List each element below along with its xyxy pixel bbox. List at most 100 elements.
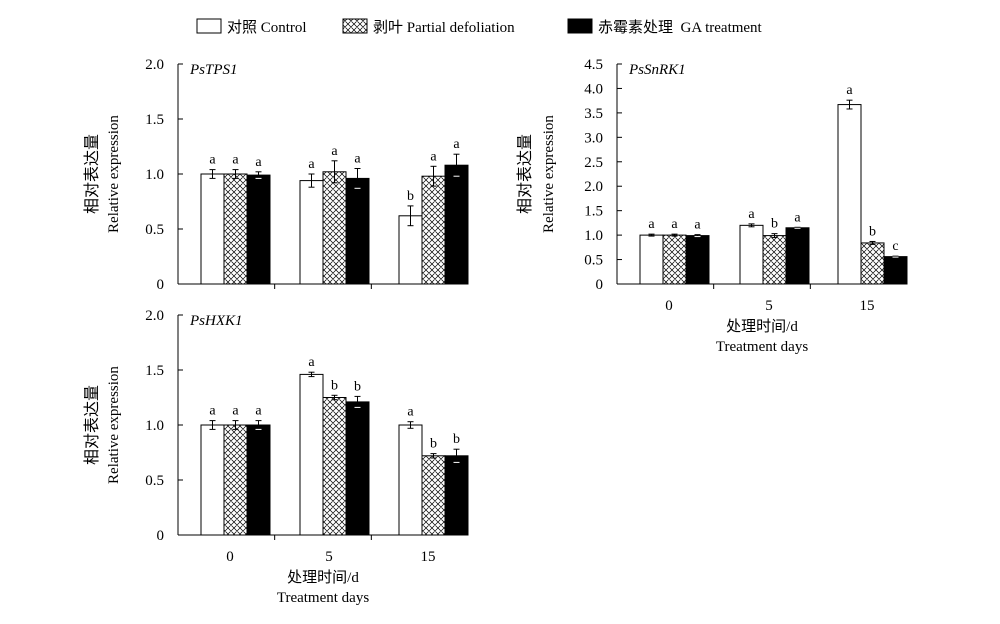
- significance-letter: a: [308, 355, 315, 370]
- bar: [398, 424, 423, 536]
- y-tick-label: 2.0: [145, 308, 164, 324]
- bar: [685, 235, 710, 285]
- y-tick-label: 0: [596, 277, 604, 293]
- significance-letter: a: [354, 152, 361, 167]
- y-axis-label: Relative expression: [106, 366, 122, 484]
- bar: [444, 164, 469, 285]
- bar: [662, 234, 687, 285]
- legend-label-ga: 赤霉素处理 GA treatment: [598, 19, 763, 36]
- bar: [739, 224, 764, 285]
- x-axis-label: Treatment days: [716, 339, 809, 355]
- bar: [322, 171, 347, 285]
- y-tick-label: 3.0: [584, 130, 603, 146]
- significance-letter: a: [255, 404, 262, 419]
- bar: [345, 401, 370, 536]
- legend: 对照 Control 剥叶 Partial defoliation 赤霉素处理 …: [196, 18, 763, 36]
- y-tick-label: 0.5: [145, 222, 164, 238]
- y-tick-label: 2.5: [584, 155, 603, 171]
- x-tick-label: 15: [421, 549, 436, 565]
- significance-letter: b: [430, 437, 437, 452]
- legend-swatch-defoliation: [342, 18, 368, 34]
- significance-letter: b: [331, 378, 338, 393]
- y-tick-label: 1.0: [145, 167, 164, 183]
- x-tick-label: 5: [765, 298, 773, 314]
- x-tick-label: 0: [665, 298, 673, 314]
- significance-letter: a: [255, 155, 262, 170]
- significance-letter: c: [892, 239, 898, 254]
- y-axis-label: Relative expression: [541, 115, 557, 233]
- bar: [785, 227, 810, 285]
- y-tick-label: 3.5: [584, 106, 603, 122]
- significance-letter: a: [648, 217, 655, 232]
- legend-swatch-ga: [567, 18, 593, 34]
- bar: [223, 424, 248, 536]
- bar: [322, 397, 347, 536]
- y-axis-label-cn: 相对表达量: [516, 134, 534, 214]
- bar: [299, 373, 324, 536]
- significance-letter: b: [771, 217, 778, 232]
- bar: [299, 180, 324, 285]
- x-axis-label-cn: 处理时间/d: [287, 569, 359, 586]
- bar: [200, 424, 225, 536]
- y-tick-label: 1.5: [584, 204, 603, 220]
- legend-swatch-control: [196, 18, 222, 34]
- significance-letter: a: [232, 153, 239, 168]
- bar: [762, 235, 787, 285]
- bar: [345, 177, 370, 285]
- significance-letter: b: [354, 379, 361, 394]
- significance-letter: a: [430, 149, 437, 164]
- significance-letter: a: [209, 404, 216, 419]
- significance-letter: a: [453, 137, 460, 152]
- significance-letter: a: [331, 144, 338, 159]
- bar: [860, 242, 885, 285]
- x-tick-label: 15: [860, 298, 875, 314]
- panel-title: PsHXK1: [189, 313, 243, 329]
- significance-letter: a: [846, 83, 853, 98]
- significance-letter: a: [308, 157, 315, 172]
- y-tick-label: 2.0: [584, 179, 603, 195]
- y-tick-label: 1.0: [584, 228, 603, 244]
- bar: [837, 104, 862, 285]
- significance-letter: b: [869, 224, 876, 239]
- significance-letter: a: [794, 210, 801, 225]
- significance-letter: b: [453, 432, 460, 447]
- y-tick-label: 0.5: [584, 253, 603, 269]
- y-tick-label: 0: [157, 528, 165, 544]
- bar: [421, 175, 446, 285]
- bar: [246, 174, 271, 285]
- y-tick-label: 4.5: [584, 57, 603, 73]
- y-tick-label: 1.5: [145, 112, 164, 128]
- x-axis-label: Treatment days: [277, 590, 370, 606]
- significance-letter: a: [671, 217, 678, 232]
- bar: [223, 173, 248, 285]
- legend-label-defoliation: 剥叶 Partial defoliation: [373, 19, 515, 36]
- legend-label-control: 对照 Control: [227, 19, 307, 36]
- significance-letter: a: [209, 153, 216, 168]
- bar: [421, 455, 446, 536]
- x-axis-label-cn: 处理时间/d: [726, 318, 798, 335]
- significance-letter: a: [694, 218, 701, 233]
- bar: [883, 256, 908, 285]
- y-tick-label: 4.0: [584, 81, 603, 97]
- y-axis-label: Relative expression: [106, 115, 122, 233]
- significance-letter: a: [748, 207, 755, 222]
- y-axis-label-cn: 相对表达量: [83, 134, 101, 214]
- x-tick-label: 0: [226, 549, 234, 565]
- bar: [200, 173, 225, 285]
- bar: [246, 424, 271, 536]
- x-tick-label: 5: [325, 549, 333, 565]
- significance-letter: a: [232, 404, 239, 419]
- panel-title: PsSnRK1: [628, 62, 686, 78]
- y-tick-label: 1.5: [145, 363, 164, 379]
- chart-panel-pstps1: 0 0.5 1.0 1.5 2.0 a a b a a a a a a PsTPS1 相对表达量 Relativ…: [83, 57, 469, 293]
- y-tick-label: 0: [157, 277, 165, 293]
- y-tick-label: 1.0: [145, 418, 164, 434]
- significance-letter: b: [407, 189, 414, 204]
- chart-panel-pshxk1: 0 0.5 1.0 1.5 2.0 0 5 15 a a a a b b a b b PsHXK1 相对表达量 Rel…: [83, 308, 469, 606]
- panel-title: PsTPS1: [189, 62, 238, 78]
- bar: [639, 234, 664, 285]
- significance-letter: a: [407, 405, 414, 420]
- bar: [444, 455, 469, 536]
- chart-panel-pssnrk1: 0 0.5 1.0 1.5 2.0 2.5 3.0 3.5 4.0 4.5 0 5 15 a a a a b b a a…: [516, 57, 908, 355]
